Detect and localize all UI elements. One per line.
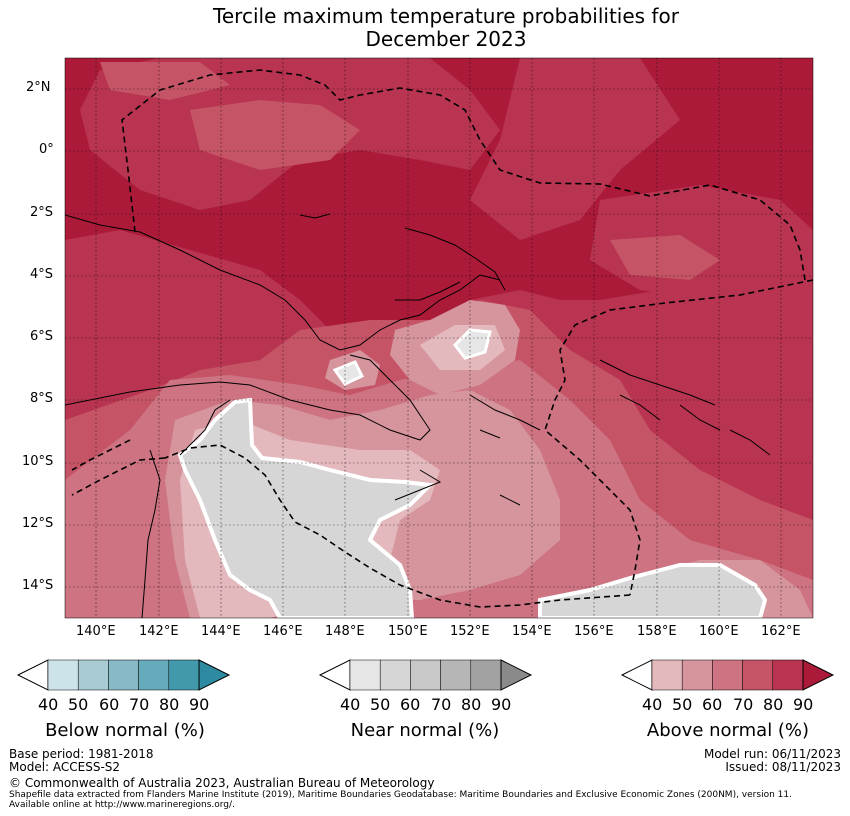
cb-above-tick: 80: [763, 695, 784, 714]
colorbar-above-segment: [742, 659, 774, 691]
cb-above-tick: 40: [642, 695, 663, 714]
cb-below-tick: 60: [99, 695, 120, 714]
cb-above-tick: 50: [672, 695, 693, 714]
colorbar-above-segment: [651, 659, 683, 691]
near-normal-region: [538, 563, 768, 618]
model-run: Model run: 06/11/2023: [703, 747, 841, 761]
near-normal-region: [177, 397, 435, 618]
maritime-boundaries: [71, 69, 813, 608]
colorbars: [16, 659, 835, 691]
near-normal-region: [332, 360, 365, 386]
lat-label: 6°S: [30, 329, 54, 344]
map-title-line2: December 2023: [365, 27, 527, 51]
colorbar-below-segment: [138, 659, 170, 691]
lat-label: 2°S: [30, 205, 54, 220]
above-70-region: [190, 100, 360, 170]
lat-label: 14°S: [22, 578, 54, 593]
cb-above-tick: 70: [733, 695, 754, 714]
above-70-region: [610, 235, 720, 280]
lon-label: 140°E: [76, 624, 116, 639]
above-70-region: [100, 62, 230, 100]
colorbar-near-under: [318, 659, 351, 691]
cb-below-title: Below normal (%): [45, 720, 205, 741]
cb-above-title: Above normal (%): [646, 720, 810, 741]
lon-label: 162°E: [761, 624, 801, 639]
lat-label: 10°S: [22, 454, 54, 469]
colorbar-below-under: [16, 659, 49, 691]
cb-below-tick: 90: [189, 695, 210, 714]
lat-label: 8°S: [30, 391, 54, 406]
map-frame: [64, 57, 814, 619]
cb-below-tick: 70: [129, 695, 150, 714]
lon-label: 160°E: [699, 624, 739, 639]
colorbar-near-segment: [349, 659, 381, 691]
cb-below-tick: 50: [68, 695, 89, 714]
data-source: Shapefile data extracted from Flanders M…: [9, 790, 792, 800]
lon-label: 148°E: [325, 624, 365, 639]
colorbar-above-over: [802, 659, 835, 691]
lat-label: 0°: [39, 142, 54, 157]
lon-label: 158°E: [637, 624, 677, 639]
colorbar-below-over: [198, 659, 231, 691]
colorbar-below-segment: [77, 659, 109, 691]
data-source-url: Available online at http://www.marinereg…: [9, 800, 235, 810]
cb-near-tick: 40: [340, 695, 361, 714]
cb-near-tick: 90: [491, 695, 512, 714]
colorbar-near-segment: [410, 659, 441, 691]
colorbar-above-under: [620, 659, 653, 691]
colorbar-above-segment: [772, 659, 804, 691]
model-name: Model: ACCESS-S2: [9, 760, 121, 774]
lon-label: 144°E: [201, 624, 241, 639]
colorbar-above-segment: [681, 659, 713, 691]
colorbar-below-segment: [168, 659, 200, 691]
colorbar-near-segment: [440, 659, 472, 691]
colorbar-above-segment: [712, 659, 743, 691]
near-normal-region: [453, 328, 492, 360]
lon-label: 152°E: [450, 624, 490, 639]
colorbar-below-segment: [108, 659, 139, 691]
colorbar-near-segment: [379, 659, 411, 691]
colorbar-below-segment: [47, 659, 79, 691]
cb-above-tick: 90: [793, 695, 814, 714]
cb-near-tick: 80: [461, 695, 482, 714]
above-80-region: [470, 58, 680, 240]
colorbar-near-segment: [470, 659, 502, 691]
base-period: Base period: 1981-2018: [9, 747, 154, 761]
graticule: [65, 58, 813, 618]
lat-label: 12°S: [22, 516, 54, 531]
cb-near-tick: 60: [400, 695, 421, 714]
colorbar-near-over: [500, 659, 533, 691]
lat-label: 4°S: [30, 267, 54, 282]
cb-near-tick: 70: [431, 695, 452, 714]
lon-label: 146°E: [263, 624, 303, 639]
cb-near-tick: 50: [370, 695, 391, 714]
cb-near-title: Near normal (%): [350, 720, 500, 741]
lon-label: 150°E: [388, 624, 428, 639]
lon-label: 142°E: [139, 624, 179, 639]
cb-below-tick: 40: [38, 695, 59, 714]
probability-map: [64, 57, 814, 619]
lon-label: 156°E: [574, 624, 614, 639]
coastlines: [65, 213, 771, 618]
issued-date: Issued: 08/11/2023: [725, 760, 841, 774]
lat-label: 2°N: [26, 80, 51, 95]
cb-below-tick: 80: [159, 695, 180, 714]
copyright: © Commonwealth of Australia 2023, Austra…: [9, 776, 435, 790]
map-title-line1: Tercile maximum temperature probabilitie…: [213, 4, 679, 28]
lon-label: 154°E: [512, 624, 552, 639]
cb-above-tick: 60: [702, 695, 723, 714]
